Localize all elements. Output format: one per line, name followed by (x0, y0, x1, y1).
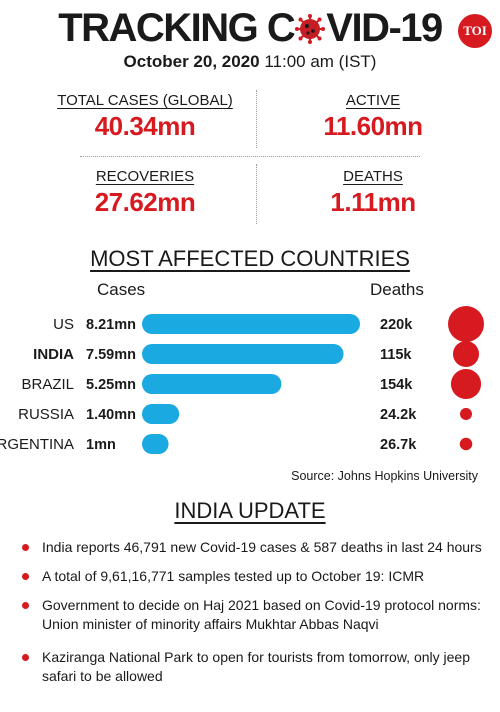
deaths-value-label: 154k (380, 377, 413, 393)
stat-value: 40.34mn (94, 111, 196, 141)
deaths-bubble (460, 408, 472, 420)
deaths-bubble (452, 340, 480, 368)
stat-divider-vertical (256, 90, 257, 148)
deaths-value-label: 26.7k (380, 437, 417, 453)
stat-recoveries: RECOVERIES 27.62mn (30, 168, 260, 218)
country-label: INDIA (33, 346, 74, 363)
report-time: 11:00 am (IST) (264, 52, 377, 71)
toi-logo: TOI (458, 14, 492, 48)
stat-label: TOTAL CASES (GLOBAL) (57, 92, 233, 109)
countries-title: MOST AFFECTED COUNTRIES (90, 246, 410, 271)
cases-bar (142, 374, 282, 394)
stat-value: 1.11mn (330, 187, 416, 217)
list-item: A total of 9,61,16,771 samples tested up… (22, 567, 492, 586)
virus-icon (295, 14, 326, 44)
bullet-icon (22, 544, 29, 551)
date-line: October 20, 2020 11:00 am (IST) (0, 52, 500, 72)
cases-value-label: 1.40mn (86, 407, 136, 423)
stat-label: ACTIVE (345, 92, 401, 109)
stat-label: DEATHS (343, 168, 403, 185)
stat-divider-horizontal (80, 156, 420, 157)
deaths-bubble (459, 437, 473, 451)
cases-bar (142, 434, 169, 454)
list-item: Kaziranga National Park to open for tour… (22, 648, 492, 686)
country-label: US (53, 316, 74, 333)
cases-bar (142, 314, 360, 334)
deaths-value-label: 24.2k (380, 407, 417, 423)
list-item: Government to decide on Haj 2021 based o… (22, 596, 492, 634)
country-label: BRAZIL (21, 376, 74, 393)
stat-divider-vertical (256, 164, 257, 224)
stat-value: 11.60mn (323, 111, 423, 141)
deaths-header: Deaths (370, 280, 424, 299)
stat-active: ACTIVE 11.60mn (258, 92, 488, 142)
update-text: Kaziranga National Park to open for tour… (42, 649, 470, 684)
title-left: TRACKING C (58, 6, 296, 50)
update-text: A total of 9,61,16,771 samples tested up… (42, 568, 425, 584)
country-label: ARGENTINA (0, 436, 74, 453)
bullet-icon (22, 573, 29, 580)
page-title: TRACKING C VID-19 (0, 4, 500, 52)
cases-value-label: 7.59mn (86, 347, 136, 363)
bullet-icon (22, 602, 29, 609)
update-text: India reports 46,791 new Covid-19 cases … (42, 539, 482, 555)
cases-value-label: 8.21mn (86, 317, 136, 333)
countries-chart: US 8.21mn 220k INDIA 7.59mn 115k BRAZIL 5.25mn 1… (0, 306, 484, 454)
stat-label: RECOVERIES (95, 168, 195, 185)
stat-total-cases: TOTAL CASES (GLOBAL) 40.34mn (30, 92, 260, 142)
stat-deaths: DEATHS 1.11mn (258, 168, 488, 218)
deaths-value-label: 220k (380, 317, 413, 333)
cases-bar (142, 344, 344, 364)
title-right: VID-19 (326, 6, 443, 50)
stat-value: 27.62mn (94, 187, 196, 217)
deaths-value-label: 115k (380, 347, 412, 363)
update-text: Government to decide on Haj 2021 based o… (42, 597, 481, 632)
country-label: RUSSIA (18, 406, 74, 423)
list-item: India reports 46,791 new Covid-19 cases … (22, 538, 492, 557)
bullet-icon (22, 654, 29, 661)
deaths-bubble (448, 306, 484, 342)
deaths-bubble (450, 368, 482, 400)
india-update-title: INDIA UPDATE (174, 498, 326, 523)
cases-value-label: 5.25mn (86, 377, 136, 393)
source-note: Source: Johns Hopkins University (291, 469, 478, 483)
report-date: October 20, 2020 (123, 52, 260, 71)
cases-bar (142, 404, 180, 424)
cases-value-label: 1mn (86, 437, 116, 453)
cases-header: Cases (97, 280, 146, 299)
